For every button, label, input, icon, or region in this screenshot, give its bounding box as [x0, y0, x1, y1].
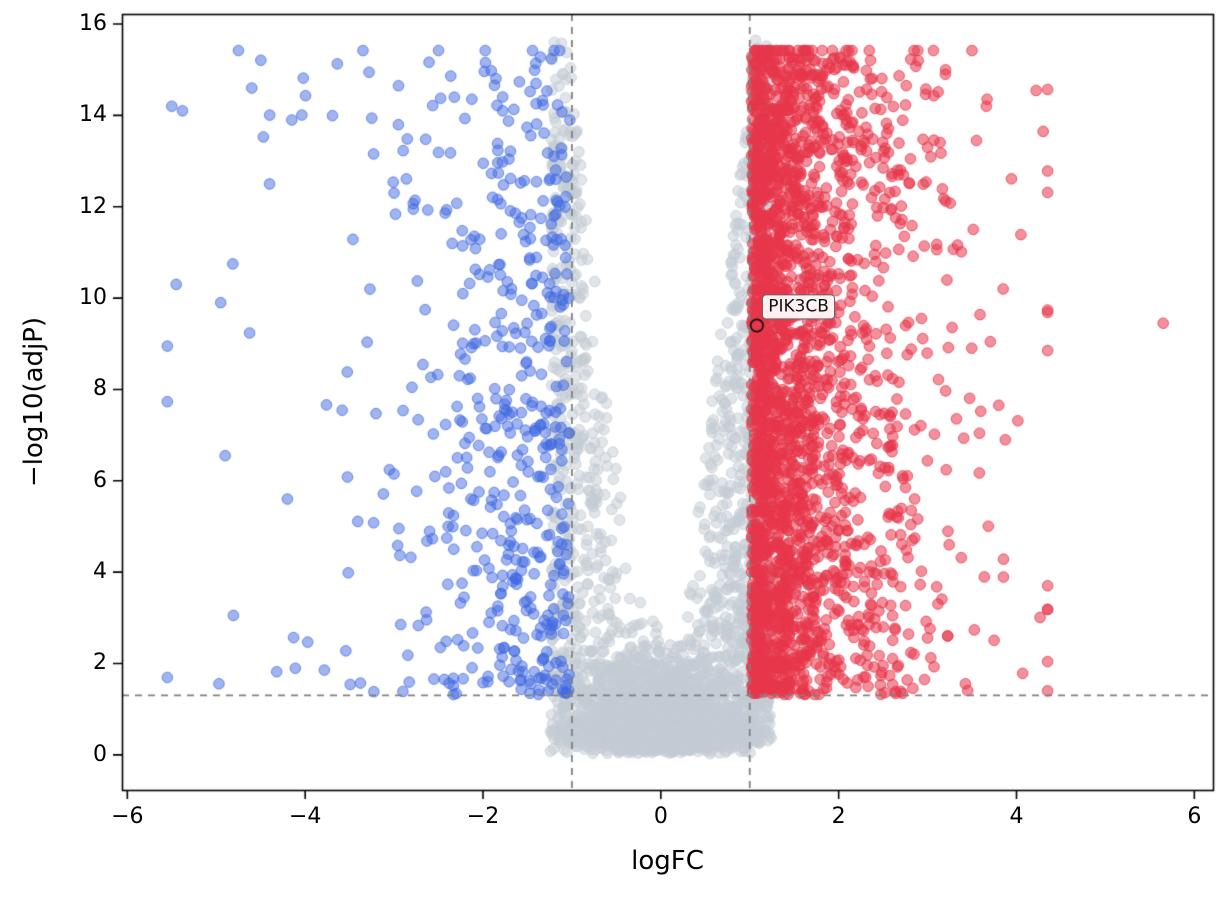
x-tick-label: 4: [1009, 804, 1024, 829]
x-tick-label: −6: [111, 804, 144, 829]
y-tick-label: 12: [79, 193, 107, 219]
x-tick-label: 0: [653, 804, 668, 829]
x-tick-label: 6: [1187, 804, 1202, 829]
x-axis-label: logFC: [631, 846, 704, 876]
y-tick-label: 6: [93, 467, 107, 493]
y-tick-label: 2: [93, 650, 107, 676]
y-tick-label: 14: [79, 102, 107, 128]
y-axis-label: −log10(adjP): [19, 316, 49, 488]
y-tick-label: 4: [93, 559, 107, 585]
y-tick-label: 10: [79, 285, 107, 311]
gene-annotation-label: PIK3CB: [762, 294, 835, 320]
x-tick-label: −2: [466, 804, 500, 829]
y-tick-label: 8: [93, 376, 107, 402]
x-tick-label: 2: [831, 804, 846, 829]
y-tick-label: 0: [93, 741, 107, 767]
x-tick-label: −4: [288, 804, 322, 829]
y-tick-label: 16: [79, 11, 107, 37]
